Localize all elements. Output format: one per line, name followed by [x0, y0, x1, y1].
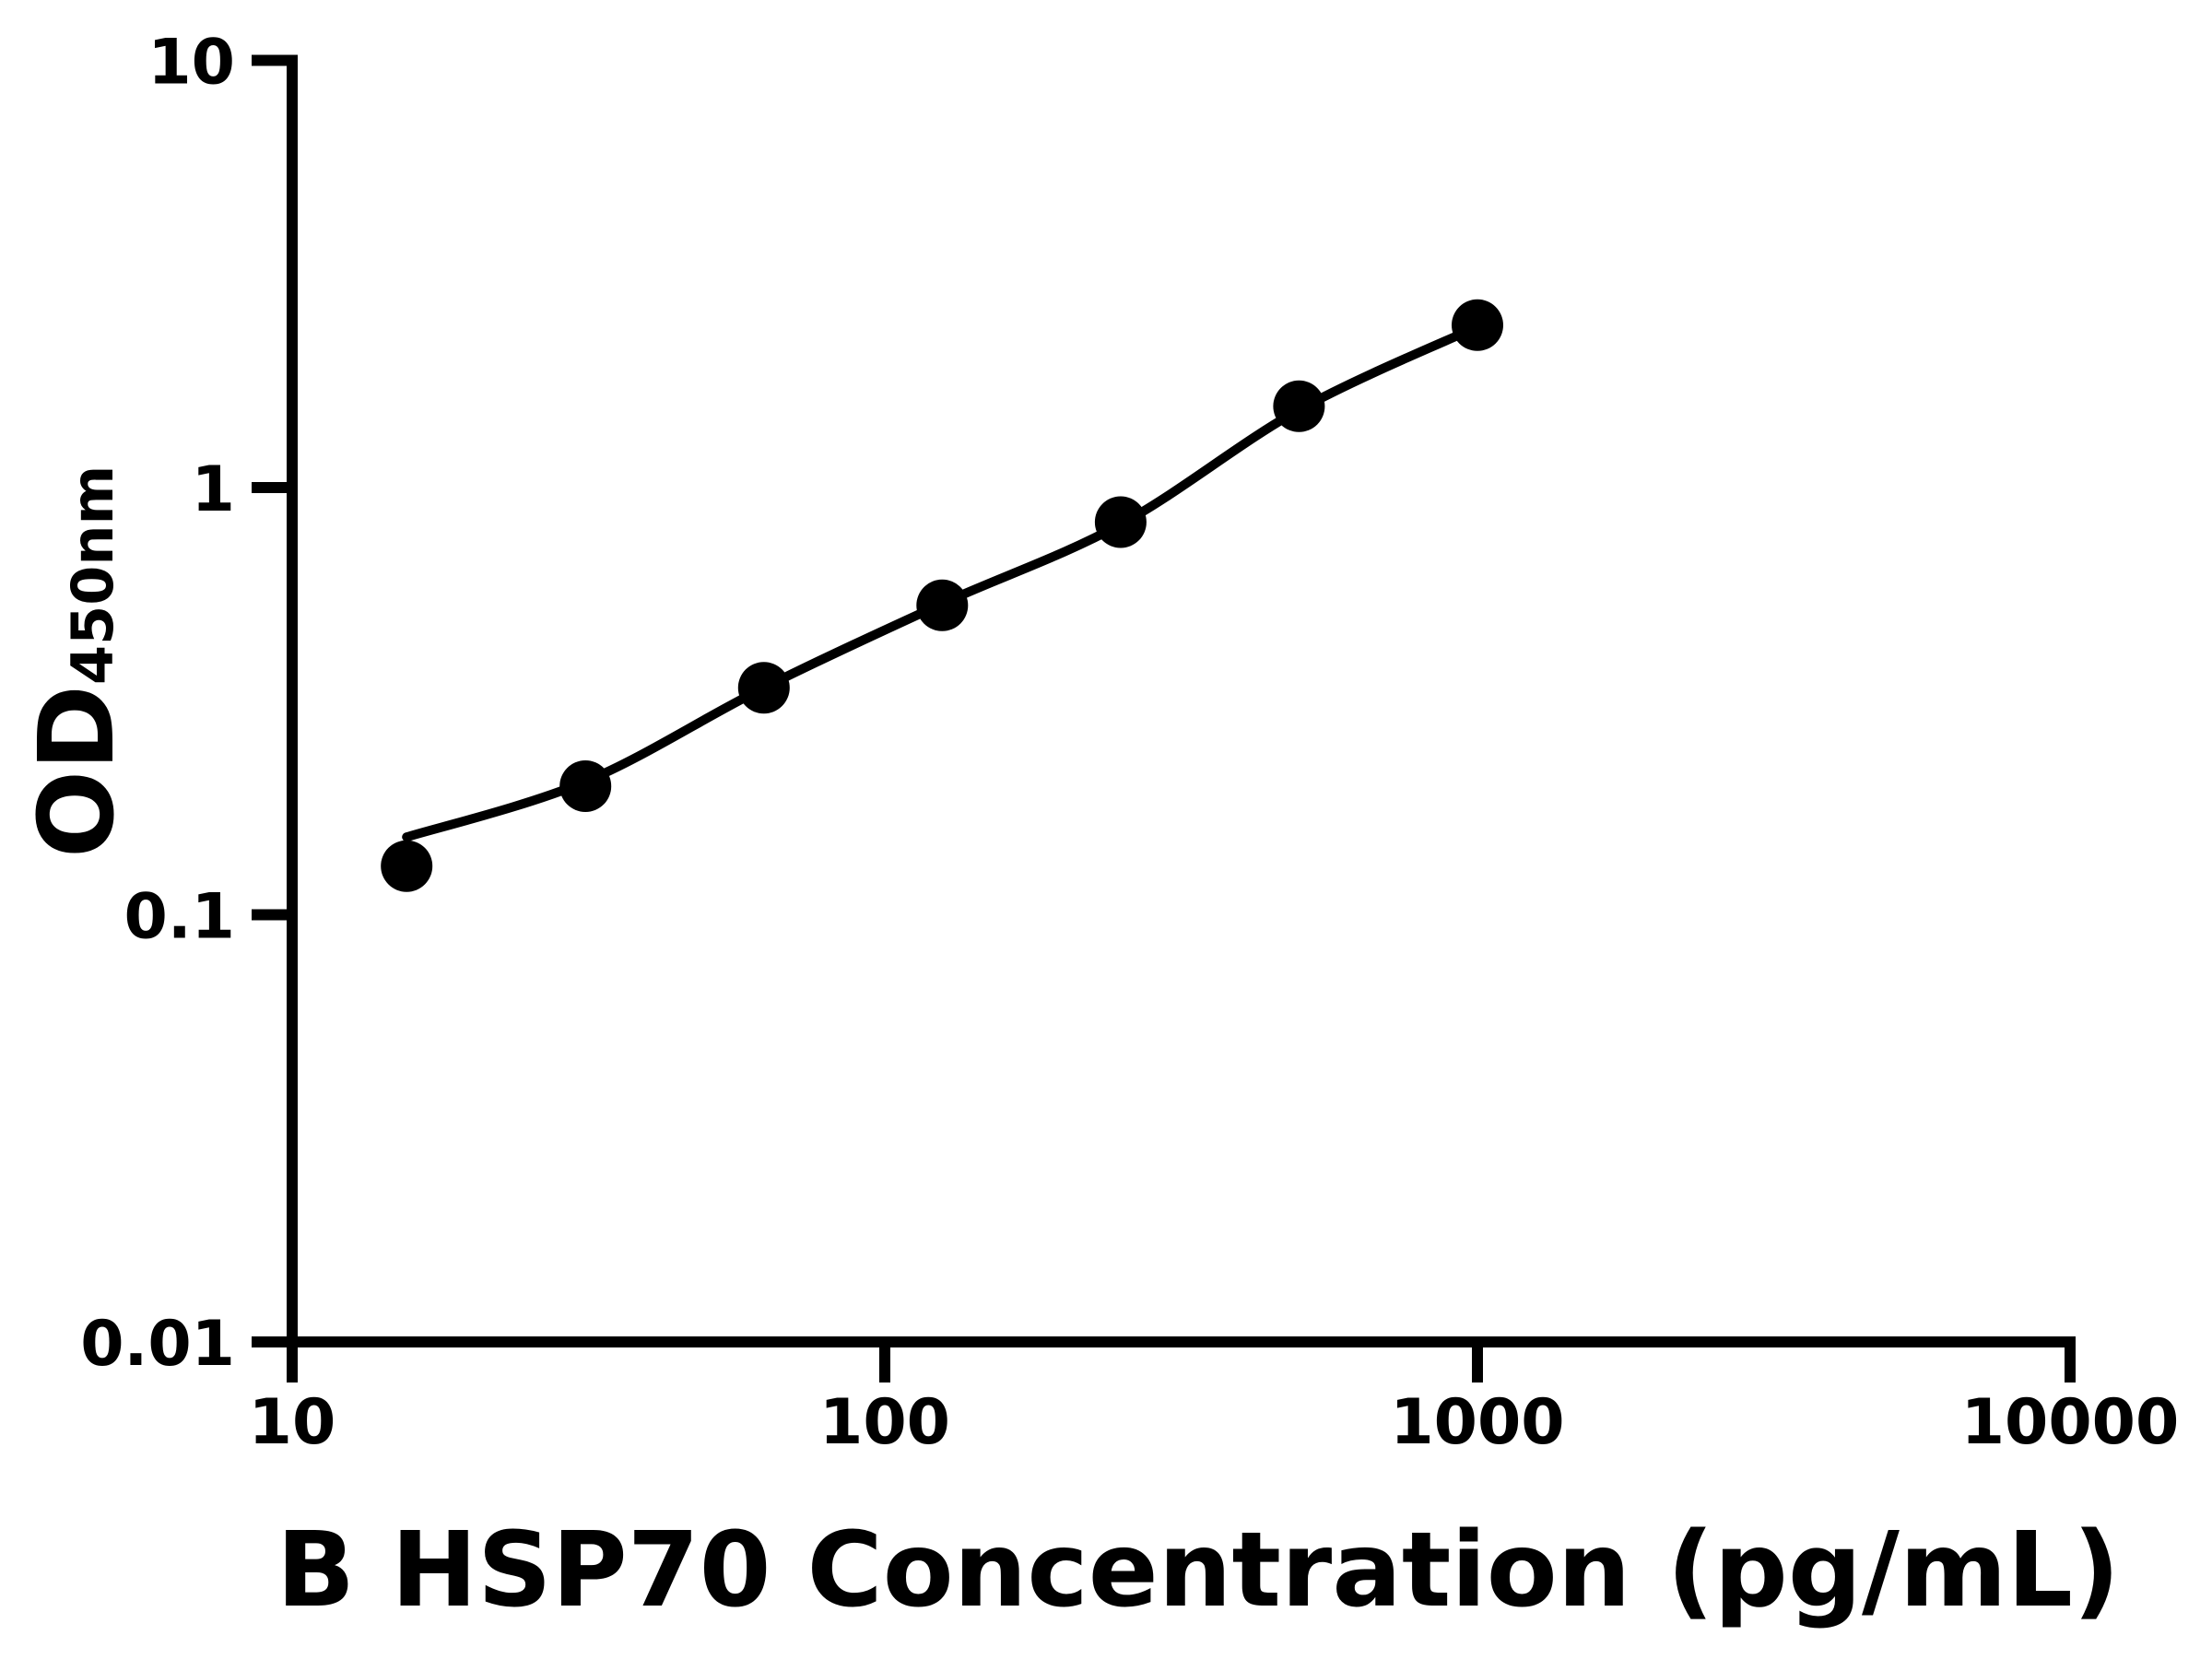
y-tick-label: 1 — [192, 453, 235, 526]
x-axis-title: B HSP70 Concentration (pg/mL) — [276, 1511, 2120, 1630]
x-tick-label: 100 — [819, 1386, 950, 1459]
y-tick-label: 10 — [147, 27, 235, 100]
data-point-marker — [1452, 299, 1503, 351]
axes: 0.01 0.1 1 10 10 100 1000 10000 — [80, 27, 2179, 1460]
data-point-marker — [916, 579, 969, 631]
data-point-marker — [1094, 496, 1147, 548]
data-point-marker — [1273, 380, 1325, 432]
data-points-layer — [381, 299, 1503, 892]
y-tick-label: 0.01 — [80, 1308, 235, 1381]
data-point-marker — [381, 840, 433, 892]
y-axis-title-subscript: 450nm — [59, 465, 126, 685]
data-point-marker — [737, 662, 790, 714]
x-tick-label: 10 — [249, 1386, 336, 1459]
y-axis-title: OD450nm — [18, 465, 137, 858]
y-tick-label: 0.1 — [124, 881, 235, 954]
y-axis-title-main: OD — [18, 685, 137, 858]
data-point-marker — [559, 760, 612, 812]
x-tick-label: 1000 — [1390, 1386, 1564, 1459]
axis-titles: B HSP70 Concentration (pg/mL) OD450nm — [18, 465, 2120, 1630]
x-tick-label: 10000 — [1961, 1386, 2180, 1459]
